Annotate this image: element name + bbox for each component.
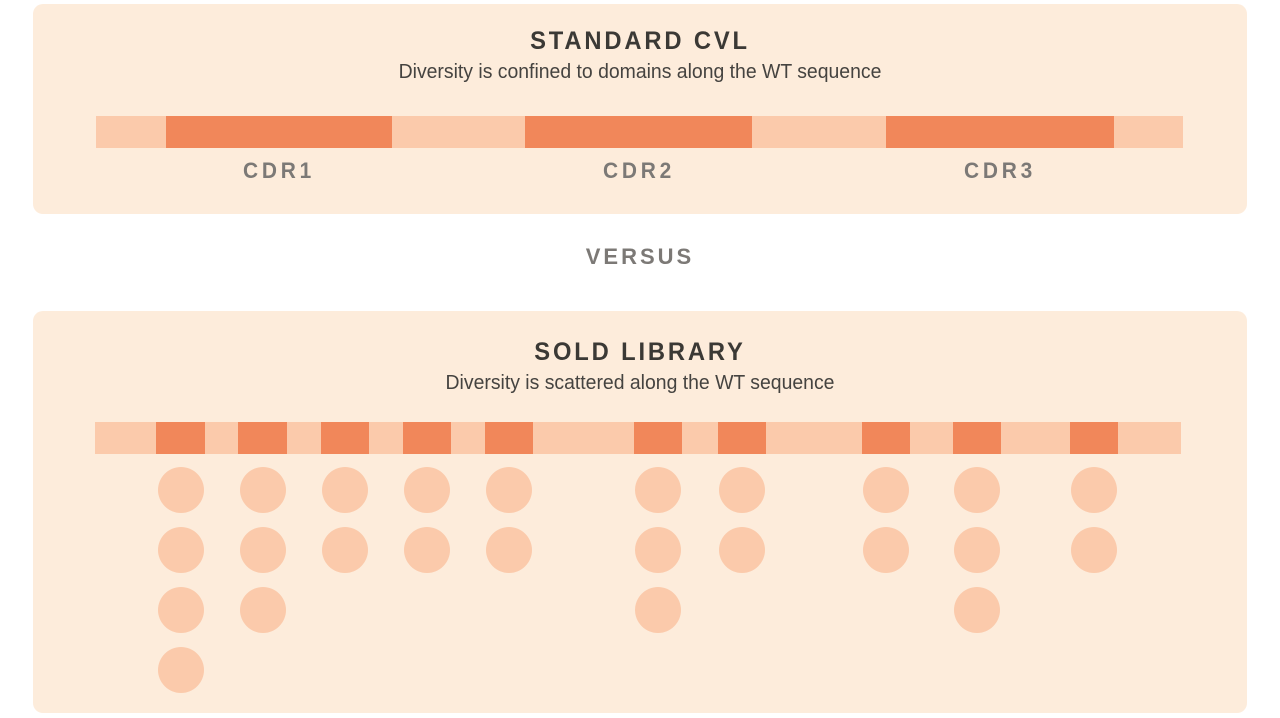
diversity-segment bbox=[166, 116, 392, 148]
diversity-segment bbox=[886, 116, 1114, 148]
diversity-variant-dot bbox=[863, 467, 909, 513]
diversity-variant-dot bbox=[863, 527, 909, 573]
wt-segment bbox=[392, 116, 525, 148]
diversity-segment bbox=[525, 116, 752, 148]
diversity-variant-dot bbox=[635, 587, 681, 633]
wt-segment bbox=[752, 116, 886, 148]
diversity-variant-dot bbox=[719, 527, 765, 573]
diversity-variant-dot bbox=[954, 527, 1000, 573]
diversity-variant-dot bbox=[486, 527, 532, 573]
diversity-site-segment bbox=[238, 422, 287, 454]
wt-segment bbox=[96, 116, 166, 148]
diversity-variant-dot bbox=[239, 527, 286, 573]
domain-label-cdr1: CDR1 bbox=[242, 158, 316, 183]
diversity-site-segment bbox=[718, 422, 766, 454]
diversity-variant-dot bbox=[322, 467, 368, 513]
diversity-variant-dot bbox=[239, 467, 286, 513]
standard-cvl-panel: STANDARD CVL Diversity is confined to do… bbox=[33, 4, 1247, 214]
sold-library-title: SOLD LIBRARY bbox=[534, 338, 746, 366]
diversity-dots-layer bbox=[95, 454, 1181, 704]
diversity-variant-dot bbox=[404, 467, 450, 513]
diversity-variant-dot bbox=[635, 527, 681, 573]
diversity-site-segment bbox=[634, 422, 682, 454]
domain-label-cdr3: CDR3 bbox=[963, 158, 1037, 183]
diversity-variant-dot bbox=[404, 527, 450, 573]
diversity-site-segment bbox=[321, 422, 369, 454]
diversity-variant-dot bbox=[1071, 467, 1117, 513]
diversity-variant-dot bbox=[157, 647, 204, 693]
diversity-variant-dot bbox=[157, 527, 204, 573]
diversity-variant-dot bbox=[1071, 527, 1117, 573]
versus-label: VERSUS bbox=[585, 244, 695, 269]
diversity-site-segment bbox=[485, 422, 533, 454]
diversity-variant-dot bbox=[954, 467, 1000, 513]
wt-segment bbox=[1114, 116, 1183, 148]
diversity-site-segment bbox=[953, 422, 1001, 454]
diversity-variant-dot bbox=[157, 467, 204, 513]
standard-cvl-subtitle: Diversity is confined to domains along t… bbox=[398, 61, 882, 83]
sold-sequence-bar bbox=[95, 422, 1181, 454]
standard-sequence-bar bbox=[96, 116, 1183, 148]
diversity-site-segment bbox=[1070, 422, 1118, 454]
diversity-variant-dot bbox=[322, 527, 368, 573]
diversity-site-segment bbox=[156, 422, 205, 454]
standard-bar-labels: CDR1 CDR2 CDR3 bbox=[96, 158, 1183, 186]
diversity-variant-dot bbox=[954, 587, 1000, 633]
diversity-variant-dot bbox=[157, 587, 204, 633]
diversity-variant-dot bbox=[635, 467, 681, 513]
domain-label-cdr2: CDR2 bbox=[602, 158, 675, 183]
diversity-variant-dot bbox=[719, 467, 765, 513]
sold-library-panel: SOLD LIBRARY Diversity is scattered alon… bbox=[33, 311, 1247, 713]
diversity-variant-dot bbox=[486, 467, 532, 513]
diversity-site-segment bbox=[862, 422, 910, 454]
sold-library-subtitle: Diversity is scattered along the WT sequ… bbox=[445, 372, 835, 394]
standard-cvl-title: STANDARD CVL bbox=[530, 27, 750, 55]
diversity-variant-dot bbox=[239, 587, 286, 633]
diversity-site-segment bbox=[403, 422, 451, 454]
